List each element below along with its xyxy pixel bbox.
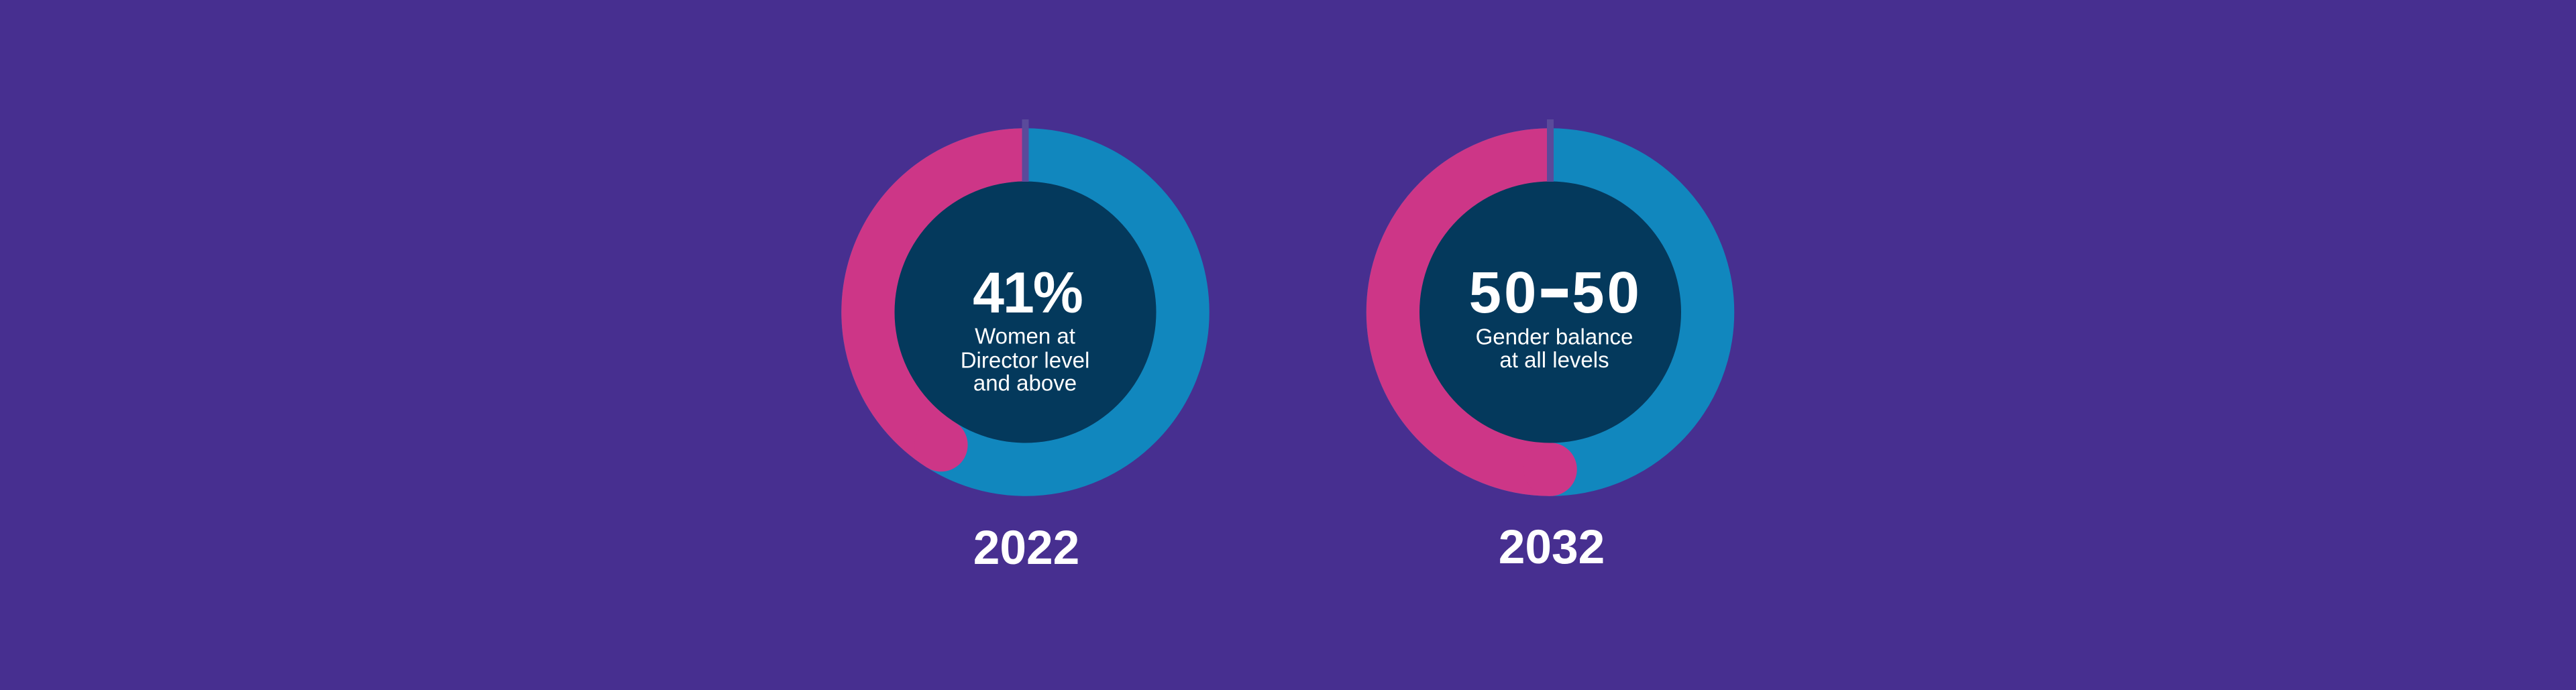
svg-text:Director level: Director level [961, 347, 1090, 372]
svg-text:Gender balance: Gender balance [1476, 324, 1633, 349]
svg-text:2032: 2032 [1499, 520, 1605, 574]
svg-text:and above: and above [973, 370, 1077, 395]
svg-text:50: 50 [1469, 260, 1540, 325]
svg-text:50: 50 [1572, 260, 1642, 325]
svg-text:2022: 2022 [973, 521, 1080, 575]
svg-text:Women at: Women at [975, 324, 1075, 349]
svg-text:at all levels: at all levels [1499, 347, 1609, 372]
svg-text:41%: 41% [973, 261, 1082, 325]
